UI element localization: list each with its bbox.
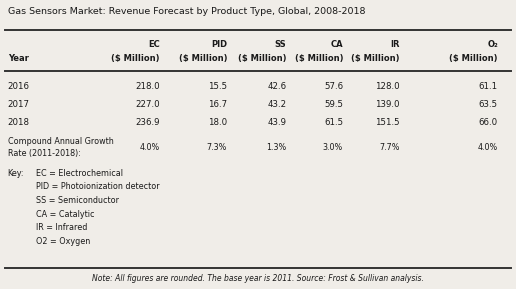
Text: ($ Million): ($ Million) [351, 54, 400, 63]
Text: 43.2: 43.2 [267, 100, 286, 109]
Text: 236.9: 236.9 [136, 118, 160, 127]
Text: ($ Million): ($ Million) [179, 54, 227, 63]
Text: EC: EC [148, 40, 160, 49]
Text: 42.6: 42.6 [267, 82, 286, 91]
Text: Key:: Key: [8, 169, 24, 178]
Text: 7.7%: 7.7% [379, 143, 400, 152]
Text: 3.0%: 3.0% [323, 143, 343, 152]
Text: Note: All figures are rounded. The base year is 2011. Source: Frost & Sullivan a: Note: All figures are rounded. The base … [92, 273, 424, 283]
Text: 59.5: 59.5 [324, 100, 343, 109]
Text: SS: SS [275, 40, 286, 49]
Text: CA = Catalytic: CA = Catalytic [36, 210, 94, 219]
Text: PID = Photoionization detector: PID = Photoionization detector [36, 182, 160, 192]
Text: Rate (2011-2018):: Rate (2011-2018): [8, 149, 80, 158]
Text: CA: CA [331, 40, 343, 49]
Text: 128.0: 128.0 [375, 82, 400, 91]
Text: 4.0%: 4.0% [478, 143, 498, 152]
Text: 63.5: 63.5 [479, 100, 498, 109]
Text: EC = Electrochemical: EC = Electrochemical [36, 169, 123, 178]
Text: Compound Annual Growth: Compound Annual Growth [8, 137, 114, 146]
Text: 227.0: 227.0 [135, 100, 160, 109]
Text: ($ Million): ($ Million) [111, 54, 160, 63]
Text: 1.3%: 1.3% [266, 143, 286, 152]
Text: O2 = Oxygen: O2 = Oxygen [36, 237, 90, 246]
Text: 4.0%: 4.0% [140, 143, 160, 152]
Text: 7.3%: 7.3% [207, 143, 227, 152]
Text: 2018: 2018 [8, 118, 30, 127]
Text: O₂: O₂ [487, 40, 498, 49]
Text: Year: Year [8, 54, 28, 63]
Text: PID: PID [211, 40, 227, 49]
Text: ($ Million): ($ Million) [449, 54, 498, 63]
Text: IR: IR [391, 40, 400, 49]
Text: 61.5: 61.5 [324, 118, 343, 127]
Text: IR = Infrared: IR = Infrared [36, 223, 88, 232]
Text: 16.7: 16.7 [208, 100, 227, 109]
Text: SS = Semiconductor: SS = Semiconductor [36, 196, 119, 205]
Text: 218.0: 218.0 [135, 82, 160, 91]
Text: 151.5: 151.5 [375, 118, 400, 127]
Text: 15.5: 15.5 [208, 82, 227, 91]
Text: ($ Million): ($ Million) [295, 54, 343, 63]
Text: 61.1: 61.1 [479, 82, 498, 91]
Text: 18.0: 18.0 [208, 118, 227, 127]
Text: 66.0: 66.0 [479, 118, 498, 127]
Text: 57.6: 57.6 [324, 82, 343, 91]
Text: 2017: 2017 [8, 100, 30, 109]
Text: ($ Million): ($ Million) [238, 54, 286, 63]
Text: 43.9: 43.9 [267, 118, 286, 127]
Text: 2016: 2016 [8, 82, 30, 91]
Text: 139.0: 139.0 [376, 100, 400, 109]
Text: Gas Sensors Market: Revenue Forecast by Product Type, Global, 2008-2018: Gas Sensors Market: Revenue Forecast by … [8, 7, 365, 16]
